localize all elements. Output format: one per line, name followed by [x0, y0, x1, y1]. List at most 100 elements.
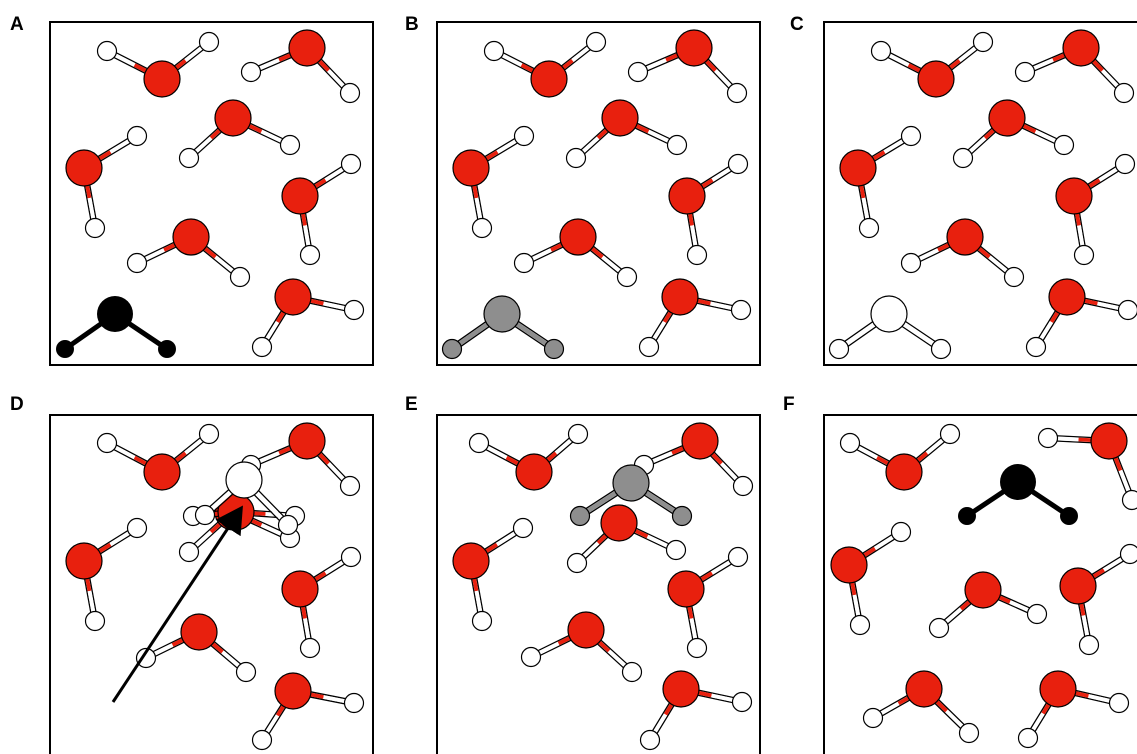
oxygen-atom: [65, 542, 103, 580]
hydrogen-atom: [730, 299, 752, 321]
hydrogen-atom: [512, 517, 534, 539]
hydrogen-atom: [1003, 266, 1025, 288]
water-molecule: [520, 611, 643, 683]
oxygen-atom: [905, 670, 943, 708]
water-molecule: [1017, 670, 1130, 749]
panel-a-content: [56, 29, 365, 358]
oxygen-atom: [452, 149, 490, 187]
hydrogen-atom: [96, 40, 118, 62]
oxygen-atom: [661, 278, 699, 316]
water-molecule: [178, 99, 301, 169]
oxygen-atom: [172, 218, 210, 256]
oxygen-atom: [839, 149, 877, 187]
oxygen-atom: [885, 453, 923, 491]
probe-oxygen-atom: [97, 296, 133, 332]
hydrogen-atom: [565, 147, 587, 169]
oxygen-atom: [1062, 29, 1100, 67]
water-molecule: [638, 278, 752, 358]
oxygen-atom: [65, 149, 103, 187]
oxygen-atom: [143, 60, 181, 98]
hydrogen-atom: [126, 125, 148, 147]
hydrogen-atom: [839, 432, 861, 454]
panel-frame-c: [823, 21, 1137, 366]
panel-label-f: F: [783, 394, 795, 415]
oxygen-atom: [1055, 177, 1093, 215]
oxygen-atom: [180, 613, 218, 651]
hydrogen-atom: [1073, 244, 1095, 266]
hydrogen-atom: [1117, 299, 1137, 321]
hydrogen-atom: [343, 299, 365, 321]
oxygen-atom: [988, 99, 1026, 137]
water-molecule: [830, 521, 912, 636]
probe-hydrogen-atom: [441, 338, 463, 360]
water-molecule: [839, 125, 922, 239]
probe-oxygen-atom: [612, 464, 650, 502]
hydrogen-atom: [483, 40, 505, 62]
hydrogen-atom: [731, 691, 753, 713]
hydrogen-atom: [1114, 153, 1136, 175]
hydrogen-atom: [900, 252, 922, 274]
panel-d: D: [10, 394, 374, 754]
hydrogen-atom: [126, 517, 148, 539]
panel-frame-a: [49, 21, 374, 366]
hydrogen-atom: [240, 61, 262, 83]
hydrogen-atom: [1078, 634, 1100, 656]
water-molecule: [281, 546, 362, 659]
water-molecule: [240, 29, 361, 104]
hydrogen-atom: [849, 614, 871, 636]
panel-label-d: D: [10, 394, 24, 415]
oxygen-atom: [668, 177, 706, 215]
panel-b-content: [441, 29, 752, 360]
water-molecule: [251, 672, 365, 751]
oxygen-atom: [143, 453, 181, 491]
water-molecule: [452, 517, 534, 632]
hydrogen-atom: [616, 266, 638, 288]
hydrogen-atom: [585, 31, 607, 53]
hydrogen-atom: [198, 31, 220, 53]
water-molecule: [468, 423, 589, 491]
hydrogen-atom: [513, 252, 535, 274]
oxygen-atom: [559, 218, 597, 256]
hydrogen-atom: [520, 646, 542, 668]
probe-hydrogen-atom: [158, 340, 176, 358]
oxygen-atom: [964, 571, 1002, 609]
hydrogen-atom: [972, 31, 994, 53]
hydrogen-atom: [84, 610, 106, 632]
oxygen-atom: [675, 29, 713, 67]
water-molecule: [240, 422, 361, 497]
hydrogen-atom: [566, 552, 588, 574]
hydrogen-atom: [1108, 692, 1130, 714]
hydrogen-atom: [732, 475, 754, 497]
oxygen-atom: [600, 504, 638, 542]
oxygen-atom: [214, 99, 252, 137]
water-molecule: [900, 218, 1025, 288]
hydrogen-atom: [96, 432, 118, 454]
water-molecule: [452, 125, 535, 239]
hydrogen-atom: [567, 423, 589, 445]
probe-hydrogen-atom: [671, 505, 693, 527]
hydrogen-atom: [726, 82, 748, 104]
water-molecule: [952, 99, 1075, 169]
oxygen-atom: [830, 546, 868, 584]
oxygen-atom: [281, 570, 319, 608]
hydrogen-atom: [251, 729, 273, 751]
probe-molecule: [441, 295, 565, 360]
hydrogen-atom: [471, 610, 493, 632]
water-molecule: [1055, 153, 1136, 266]
hydrogen-atom: [299, 244, 321, 266]
probe-hydrogen-atom: [1060, 507, 1078, 525]
hydrogen-atom: [727, 546, 749, 568]
probe-hydrogen-atom: [930, 338, 952, 360]
water-molecule: [96, 423, 220, 491]
hydrogen-atom: [1025, 336, 1047, 358]
probe-molecule: [828, 295, 952, 360]
hydrogen-atom: [958, 722, 980, 744]
hydrogen-atom: [229, 266, 251, 288]
hydrogen-atom: [890, 521, 912, 543]
panel-e: E: [405, 394, 761, 754]
oxygen-atom: [662, 670, 700, 708]
panel-e-content: [452, 422, 754, 751]
water-molecule: [135, 613, 257, 683]
oxygen-atom: [274, 672, 312, 710]
